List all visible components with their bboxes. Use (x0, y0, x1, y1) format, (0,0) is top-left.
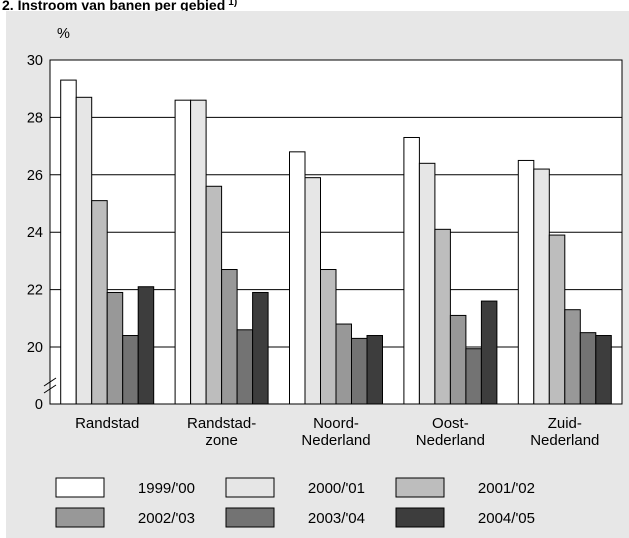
legend-swatch (225, 507, 275, 528)
bar (335, 323, 352, 405)
bar (418, 162, 436, 405)
legend-label: 2000/'01 (308, 480, 365, 497)
axis-break-marker (43, 377, 57, 394)
bar (304, 177, 321, 405)
bar (205, 185, 223, 405)
y-tick-label: 0 (35, 397, 43, 413)
bar (174, 99, 192, 405)
bar (449, 314, 467, 405)
legend-swatch (225, 477, 275, 498)
y-tick-label: 22 (27, 283, 43, 299)
legend-swatch (55, 507, 105, 528)
y-tick-label: 24 (27, 225, 43, 241)
bar (517, 159, 535, 405)
bar (564, 309, 581, 405)
y-axis-label: % (57, 26, 70, 42)
bar (122, 335, 139, 405)
legend-swatch (395, 507, 445, 528)
bar (60, 79, 77, 405)
category-label: Zuid- (548, 415, 582, 432)
bar (236, 329, 254, 405)
category-label: Randstad (75, 415, 139, 432)
bar (366, 335, 383, 405)
bar (91, 200, 108, 405)
y-tick-label: 28 (27, 110, 43, 126)
bar (465, 348, 482, 405)
bar (190, 99, 207, 405)
title-footnote: 1) (228, 0, 238, 8)
y-tick-label: 20 (27, 340, 43, 356)
bar (579, 332, 597, 405)
category-label: Randstad- (187, 415, 256, 432)
category-label: Nederland (416, 432, 485, 449)
legend-swatch (395, 477, 445, 498)
bar (289, 151, 306, 405)
y-tick-label: 30 (27, 53, 43, 69)
legend-label: 2004/'05 (478, 510, 535, 527)
category-label: Nederland (530, 432, 599, 449)
category-label: zone (205, 432, 238, 449)
y-tick-label: 26 (27, 168, 43, 184)
bar (137, 286, 155, 405)
chart-title: 2. Instroom van banen per gebied 1) (2, 0, 237, 13)
bar (252, 291, 269, 405)
bar (533, 168, 550, 405)
bar (221, 269, 238, 405)
bar (548, 234, 566, 405)
category-label: Nederland (301, 432, 370, 449)
category-label: Oost- (432, 415, 469, 432)
legend-label: 2003/'04 (308, 510, 365, 527)
bar (480, 300, 498, 405)
bar (403, 136, 420, 405)
bar (320, 269, 337, 405)
category-label: Noord- (313, 415, 359, 432)
bar (75, 96, 93, 405)
bar (106, 291, 124, 405)
legend-label: 2001/'02 (478, 480, 535, 497)
legend-swatch (55, 477, 105, 498)
legend-label: 2002/'03 (138, 510, 195, 527)
bar (595, 335, 612, 405)
bar (351, 337, 368, 405)
bar (434, 228, 451, 405)
legend-label: 1999/'00 (138, 480, 195, 497)
